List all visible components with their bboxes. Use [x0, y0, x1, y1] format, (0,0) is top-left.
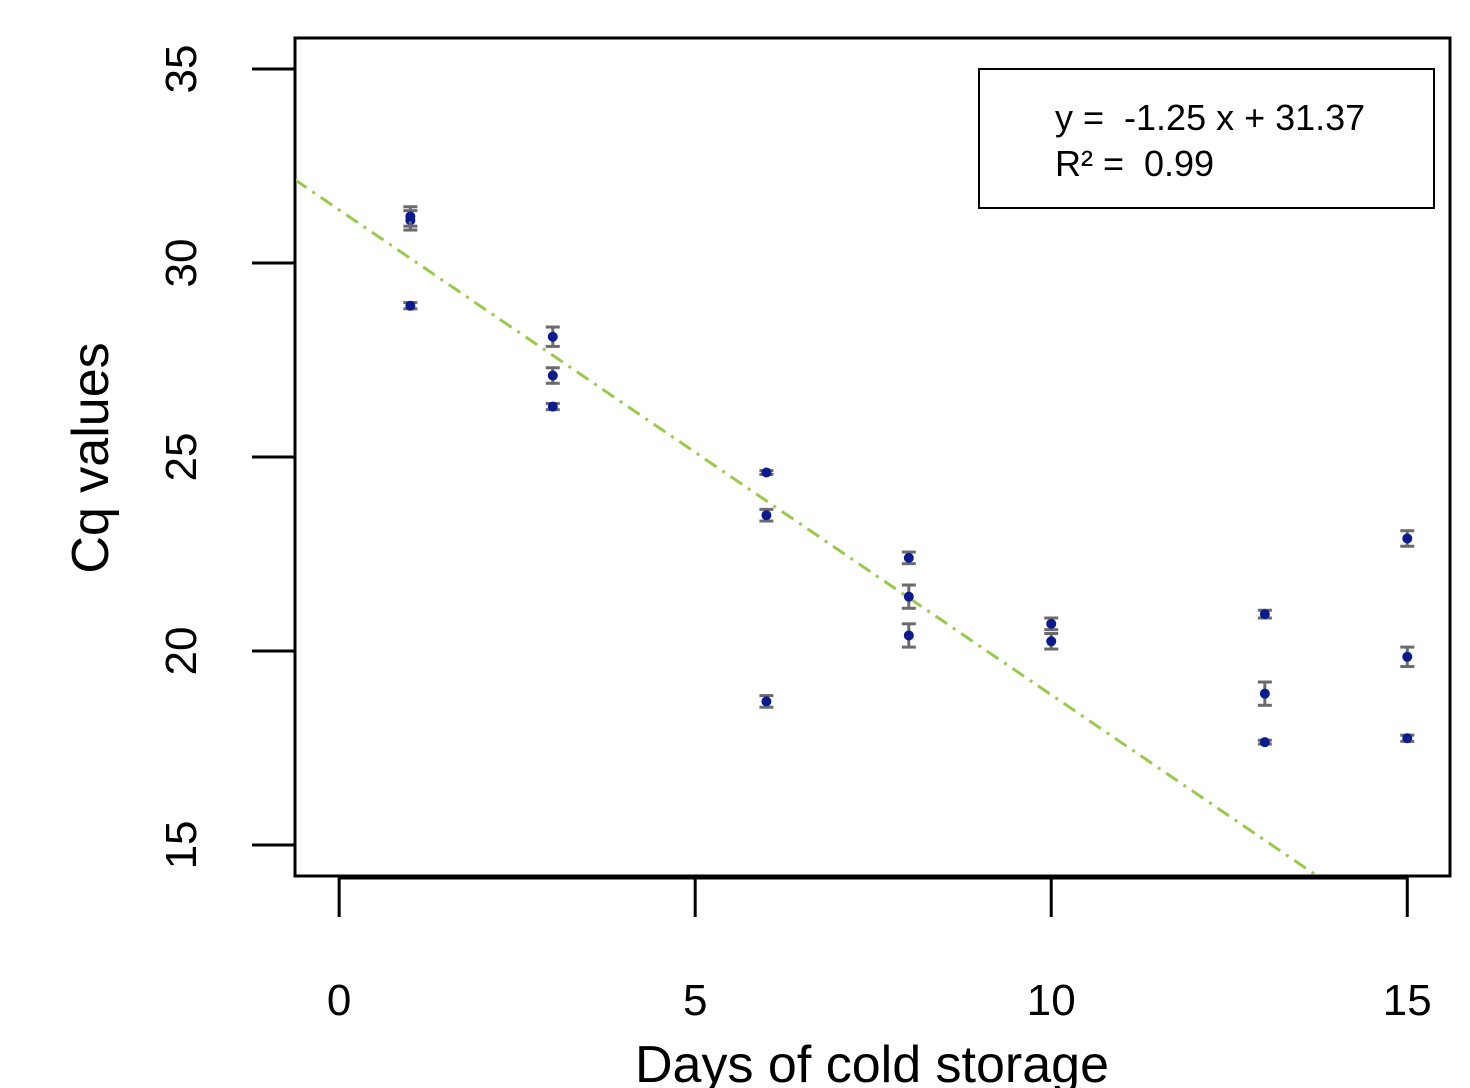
- point-marker: [547, 370, 558, 381]
- point-marker: [903, 630, 914, 641]
- x-tick-label: 10: [1027, 976, 1076, 1025]
- data-point: [1044, 632, 1059, 651]
- x-tick-label: 0: [327, 976, 351, 1025]
- x-tick-label: 15: [1383, 976, 1432, 1025]
- point-marker: [1259, 688, 1270, 699]
- data-point: [1400, 645, 1415, 668]
- fit-line: [296, 178, 1319, 875]
- point-marker: [547, 331, 558, 342]
- data-point: [901, 550, 916, 566]
- x-tick-label: 5: [683, 976, 707, 1025]
- data-point: [403, 300, 418, 311]
- x-axis-label: Days of cold storage: [635, 1036, 1109, 1088]
- equation-box: y = -1.25 x + 31.37 R² = 0.99: [978, 68, 1435, 209]
- data-point: [1257, 737, 1272, 748]
- point-marker: [405, 300, 416, 311]
- equation-box-frame: [978, 68, 1435, 209]
- data-point: [901, 622, 916, 649]
- point-marker: [761, 467, 772, 478]
- point-marker: [761, 510, 772, 521]
- point-marker: [405, 211, 416, 222]
- data-point: [545, 325, 560, 348]
- point-marker: [903, 552, 914, 563]
- y-tick-label: 20: [157, 627, 206, 676]
- point-marker: [903, 591, 914, 602]
- data-point: [1257, 608, 1272, 620]
- point-marker: [547, 401, 558, 412]
- data-point: [545, 401, 560, 412]
- data-point: [1257, 680, 1272, 707]
- point-marker: [1402, 733, 1413, 744]
- data-point: [901, 583, 916, 610]
- point-marker: [1046, 618, 1057, 629]
- point-marker: [1259, 609, 1270, 620]
- data-point: [545, 366, 560, 385]
- x-axis: 0 5 10 15: [327, 876, 1432, 1025]
- fit-equation: y = -1.25 x + 31.37: [1055, 97, 1365, 138]
- y-tick-label: 30: [157, 239, 206, 288]
- r-squared: R² = 0.99: [1055, 143, 1214, 184]
- data-points-layer: [403, 205, 1415, 748]
- data-point: [1400, 529, 1415, 548]
- y-axis: 15 20 25 30 35: [157, 45, 295, 869]
- y-axis-label: Cq values: [62, 342, 120, 573]
- data-point: [1400, 733, 1415, 744]
- point-marker: [1046, 636, 1057, 647]
- data-point: [1044, 616, 1059, 632]
- point-marker: [1259, 737, 1270, 748]
- y-tick-label: 15: [157, 820, 206, 869]
- data-point: [403, 205, 418, 228]
- y-tick-label: 25: [157, 433, 206, 482]
- point-marker: [1402, 651, 1413, 662]
- data-point: [759, 694, 774, 709]
- y-tick-label: 35: [157, 45, 206, 94]
- fit-line-layer: [296, 178, 1319, 875]
- point-marker: [761, 696, 772, 707]
- data-point: [759, 467, 774, 478]
- point-marker: [1402, 533, 1413, 544]
- data-point: [759, 507, 774, 523]
